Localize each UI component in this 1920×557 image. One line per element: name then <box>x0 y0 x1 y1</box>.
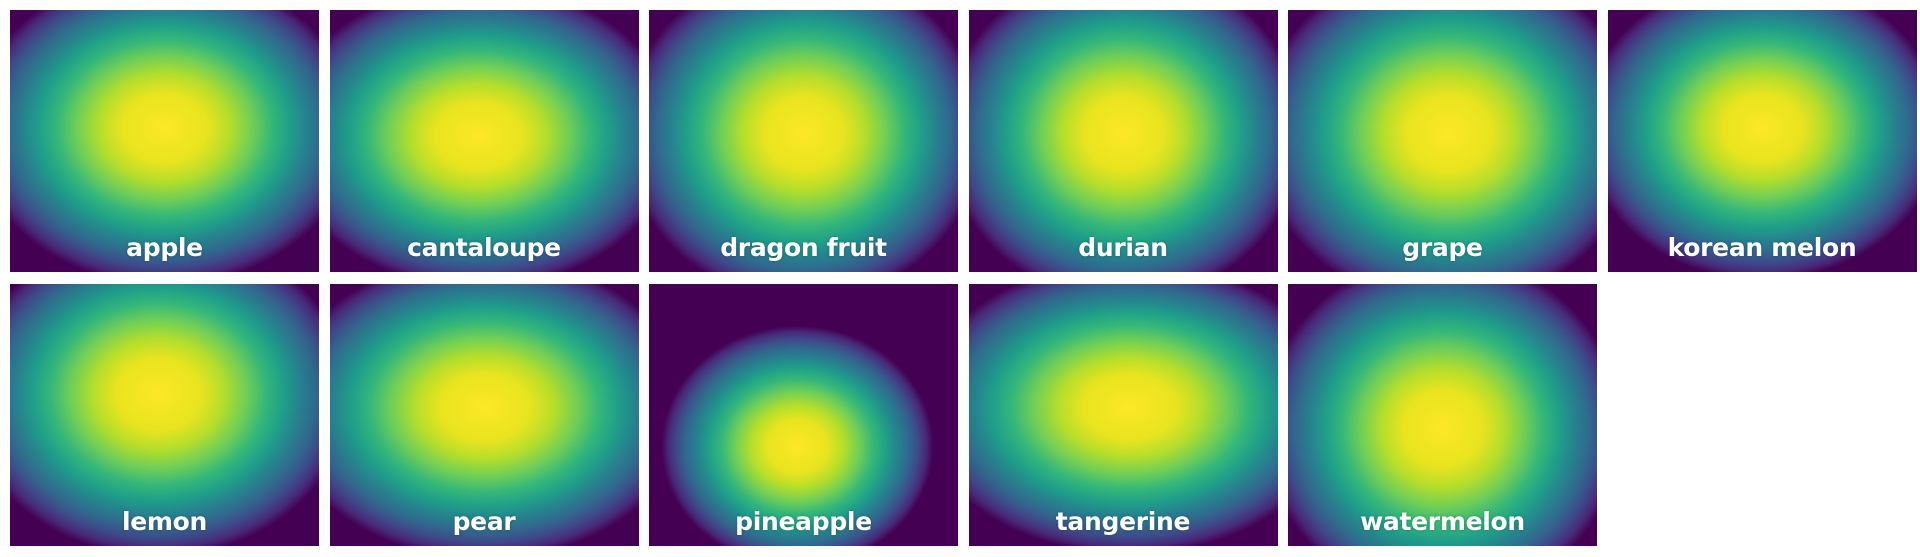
heatmap-tile: cantaloupe <box>329 10 639 272</box>
heatmap-tile: grape <box>1288 10 1597 272</box>
heatmap-tile: watermelon <box>1288 284 1597 546</box>
tile-label: apple <box>126 233 203 262</box>
tile-label: grape <box>1402 233 1483 262</box>
tile-label: pineapple <box>735 507 872 536</box>
heatmap-tile: tangerine <box>968 284 1278 546</box>
tile-label: cantaloupe <box>407 233 561 262</box>
heatmap-tile: dragon fruit <box>649 10 958 272</box>
heatmap-tile: korean melon <box>1607 10 1917 272</box>
tile-label: lemon <box>121 507 208 536</box>
heatmap-tile: pear <box>329 284 639 546</box>
tile-label: dragon fruit <box>720 233 887 262</box>
tile-label: pear <box>452 507 516 536</box>
tile-label: tangerine <box>1055 507 1191 536</box>
heatmap-tile: durian <box>968 10 1278 272</box>
heatmap-tile: apple <box>10 10 319 272</box>
tile-label: durian <box>1078 233 1168 262</box>
tile-label: watermelon <box>1360 507 1525 536</box>
heatmap-tile: lemon <box>10 284 319 546</box>
tile-label: korean melon <box>1667 233 1857 262</box>
heatmap-tile: pineapple <box>649 284 958 546</box>
